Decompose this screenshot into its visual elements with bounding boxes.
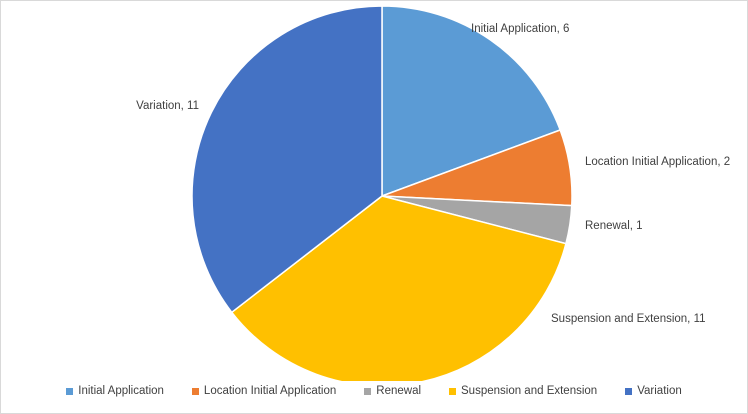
legend-swatch-location-initial-application [191,387,199,395]
legend-swatch-initial-application [66,387,74,395]
pie-slice-variation [191,5,383,314]
legend-item-initial-application: Initial Application [66,385,164,397]
legend-label-suspension-and-extension: Suspension and Extension [461,385,598,397]
pie-chart: Initial Application, 6 Location Initial A… [136,5,730,381]
data-label-renewal: Renewal, 1 [585,220,643,232]
legend-label-initial-application: Initial Application [78,385,164,397]
data-label-location-initial-application: Location Initial Application, 2 [585,156,730,168]
pie-slice-initial-application [381,5,562,198]
data-label-suspension-and-extension: Suspension and Extension, 11 [551,313,706,325]
data-label-variation: Variation, 11 [136,100,199,112]
legend-label-location-initial-application: Location Initial Application [203,385,337,397]
legend-item-renewal: Renewal [364,385,421,397]
legend-label-renewal: Renewal [376,385,422,397]
legend-swatch-variation [625,387,633,395]
data-label-initial-application: Initial Application, 6 [471,23,569,35]
legend-label-variation: Variation [637,385,682,397]
legend-item-location-initial-application: Location Initial Application [191,385,337,397]
legend-item-variation: Variation [625,385,682,397]
legend-item-suspension-and-extension: Suspension and Extension [449,385,597,397]
legend-swatch-suspension-and-extension [449,387,457,395]
legend-swatch-renewal [364,387,372,395]
chart-legend: Initial Application Location Initial Appl… [1,385,747,397]
pie-slice-suspension-and-extension [230,195,567,381]
